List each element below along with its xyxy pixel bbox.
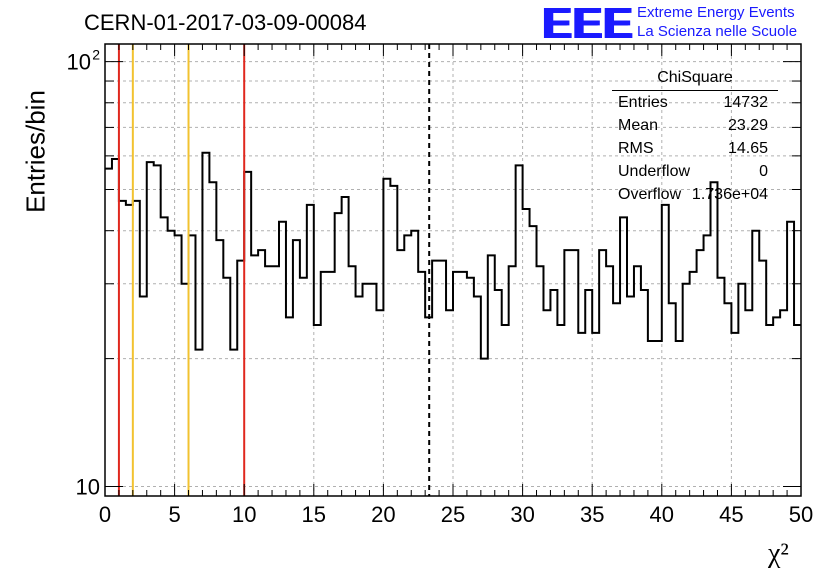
stat-row-rms: RMS 14.65: [612, 137, 778, 160]
stat-label: Overflow: [618, 183, 681, 206]
stat-row-mean: Mean 23.29: [612, 114, 778, 137]
x-tick-label: 25: [441, 502, 465, 527]
x-tick-label: 20: [371, 502, 395, 527]
y-axis-title: Entries/bin: [21, 82, 52, 222]
stat-value: 14.65: [728, 137, 768, 160]
x-tick-label: 30: [510, 502, 534, 527]
stats-box: ChiSquare Entries 14732 Mean 23.29 RMS 1…: [612, 66, 778, 206]
x-tick-label: 5: [168, 502, 180, 527]
x-tick-label: 0: [99, 502, 111, 527]
x-tick-label: 10: [232, 502, 256, 527]
stat-row-underflow: Underflow 0: [612, 160, 778, 183]
stat-value: 23.29: [728, 114, 768, 137]
eee-logo: EEE: [542, 2, 633, 46]
stat-value: 0: [759, 160, 768, 183]
x-tick-label: 45: [719, 502, 743, 527]
x-tick-label: 50: [789, 502, 813, 527]
y-tick-label: 10: [67, 50, 91, 75]
stat-label: Underflow: [618, 160, 690, 183]
stat-label: Mean: [618, 114, 658, 137]
x-tick-label: 40: [650, 502, 674, 527]
logo-line-2: La Scienza nelle Scuole: [637, 23, 797, 40]
logo-line-1: Extreme Energy Events: [637, 4, 795, 21]
stat-row-entries: Entries 14732: [612, 91, 778, 114]
x-tick-label: 15: [302, 502, 326, 527]
x-tick-label: 35: [580, 502, 604, 527]
stat-label: Entries: [618, 91, 668, 114]
stat-value: 1.736e+04: [692, 183, 768, 206]
y-tick-label: 10: [76, 475, 100, 500]
y-axis-title-wrap: Entries/bin: [0, 110, 40, 190]
plot-title: CERN-01-2017-03-09-00084: [84, 10, 367, 36]
stat-label: RMS: [618, 137, 654, 160]
stats-title: ChiSquare: [612, 66, 778, 91]
x-axis-title: χ²: [768, 538, 789, 570]
y-tick-label-exponent: 2: [92, 47, 100, 63]
stat-row-overflow: Overflow 1.736e+04: [612, 183, 778, 206]
stat-value: 14732: [724, 91, 769, 114]
